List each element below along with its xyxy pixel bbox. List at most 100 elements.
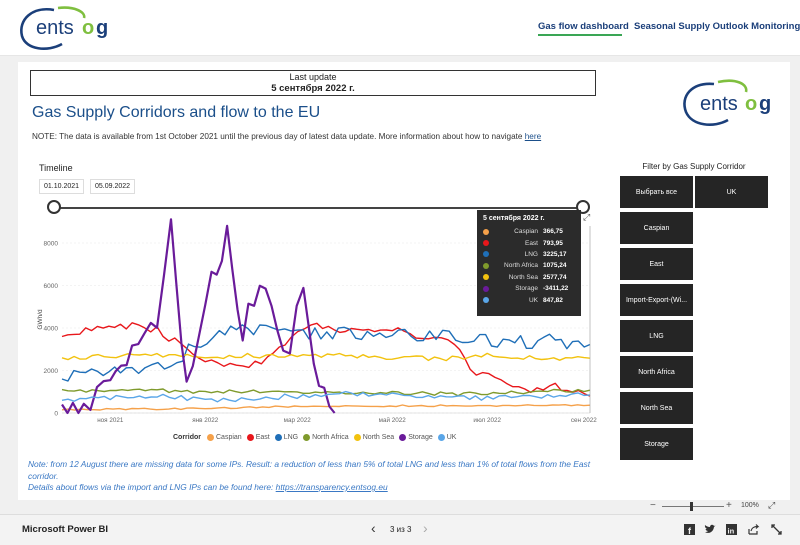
chart-tooltip: 5 сентября 2022 г. Caspian 366,75 East 793,…	[477, 210, 581, 316]
note-bottom-line2: Details about flows via the import and L…	[28, 482, 618, 494]
legend-title: Corridor	[173, 434, 201, 441]
page-indicator: 3 из 3	[390, 525, 412, 534]
timeline-label: Timeline	[39, 163, 73, 173]
filter-button-east[interactable]: East	[620, 248, 693, 280]
entsog-logo: ents o g	[683, 79, 771, 126]
svg-text:g: g	[759, 93, 771, 115]
filter-button-uk[interactable]: UK	[695, 176, 768, 208]
zoom-level: 100%	[741, 502, 759, 509]
legend-item[interactable]: LNG	[274, 434, 299, 441]
legend-dot-icon	[207, 434, 214, 441]
series-line-caspian	[61, 404, 591, 411]
tooltip-series-name: Caspian	[514, 228, 538, 236]
legend-item[interactable]: East	[246, 434, 270, 441]
tooltip-dot-icon	[483, 251, 489, 258]
note-here-link[interactable]: here	[524, 132, 542, 141]
note-bottom-line2-text: Details about flows via the import and L…	[28, 482, 276, 492]
legend-item[interactable]: UK	[437, 434, 456, 441]
active-nav-indicator	[538, 34, 622, 36]
y-tick-label: 0	[54, 411, 58, 418]
tooltip-dot-icon	[483, 262, 489, 269]
expand-icon[interactable]: ⤢	[583, 212, 591, 222]
tooltip-series-value: 847,82	[543, 296, 563, 304]
svg-text:o: o	[745, 93, 757, 115]
tooltip-row: Caspian 366,75	[483, 226, 575, 237]
last-update-card: Last update 5 сентября 2022 г.	[30, 70, 596, 96]
legend-label: North Sea	[362, 434, 395, 441]
facebook-icon[interactable]: f	[683, 523, 695, 535]
x-tick-label: янв 2022	[192, 417, 218, 424]
tooltip-rows: Caspian 366,75 East 793,95 LNG 3225,17 North A…	[483, 226, 575, 306]
legend-dot-icon	[353, 434, 361, 441]
twitter-icon[interactable]	[704, 523, 716, 535]
tooltip-dot-icon	[483, 285, 489, 292]
legend-item[interactable]: Storage	[399, 434, 433, 441]
legend-item[interactable]: North Africa	[303, 434, 349, 441]
filter-button-lng[interactable]: LNG	[620, 320, 693, 352]
filter-button-north-sea[interactable]: North Sea	[620, 392, 693, 424]
filter-button-import-export-wi[interactable]: Import-Export-(Wi...	[620, 284, 693, 316]
nav-seasonal-supply-outlook[interactable]: Seasonal Supply Outlook Monitoring	[634, 21, 800, 32]
last-update-date: 5 сентября 2022 г.	[271, 83, 355, 94]
zoom-in-button[interactable]: +	[726, 500, 732, 511]
fullscreen-icon[interactable]	[770, 523, 782, 535]
timeline-slider-track[interactable]	[54, 207, 586, 209]
timeline-start-date[interactable]: 01.10.2021	[39, 179, 85, 194]
tooltip-row: LNG 3225,17	[483, 249, 575, 260]
tooltip-row: North Africa 1075,24	[483, 260, 575, 271]
legend-label: LNG	[283, 434, 299, 441]
svg-text:o: o	[82, 17, 94, 39]
tooltip-dot-icon	[483, 274, 489, 281]
entsog-logo: ents o g	[20, 6, 108, 50]
series-line-storage	[61, 218, 336, 415]
legend-dot-icon	[274, 434, 282, 441]
nav-gas-flow-dashboard[interactable]: Gas flow dashboard	[538, 21, 629, 32]
share-icon[interactable]	[748, 523, 760, 535]
next-page-button[interactable]: ›	[423, 520, 428, 536]
series-line-north-sea	[61, 352, 591, 362]
tooltip-series-name: LNG	[524, 250, 538, 258]
legend-label: North Africa	[312, 434, 349, 441]
tooltip-series-name: North Africa	[504, 262, 538, 270]
filter-button-выбрать-все[interactable]: Выбрать все	[620, 176, 693, 208]
y-tick-label: 4000	[44, 326, 59, 333]
y-axis-label: GWh/d	[37, 309, 44, 330]
legend-item[interactable]: North Sea	[353, 434, 395, 441]
zoom-slider-track[interactable]	[662, 506, 724, 507]
filter-title: Filter by Gas Supply Corridor	[642, 162, 746, 171]
timeline-end-date[interactable]: 05.09.2022	[90, 179, 136, 194]
zoom-out-button[interactable]: −	[650, 500, 656, 511]
tooltip-series-name: Storage	[515, 285, 538, 293]
tooltip-series-name: East	[524, 239, 538, 247]
fit-to-page-icon[interactable]: ⤢	[768, 500, 776, 510]
tooltip-dot-icon	[483, 240, 489, 247]
x-tick-label: ноя 2021	[97, 417, 124, 424]
bottom-bar: Microsoft Power BI ‹ 3 из 3 › f in	[0, 514, 800, 545]
previous-page-button[interactable]: ‹	[371, 520, 376, 536]
gas-flow-line-chart[interactable]: 0 2000 4000 6000 8000 GWh/d ноя 2021 янв 2022 ма…	[30, 212, 598, 432]
x-tick-label: май 2022	[379, 416, 407, 424]
legend-dot-icon	[399, 434, 407, 441]
filter-button-storage[interactable]: Storage	[620, 428, 693, 460]
linkedin-icon[interactable]: in	[725, 523, 737, 535]
series-line-lng	[61, 324, 591, 382]
tooltip-series-value: 366,75	[543, 228, 563, 236]
page-title: Gas Supply Corridors and flow to the EU	[32, 104, 321, 121]
filter-button-north-africa[interactable]: North Africa	[620, 356, 693, 388]
legend-item[interactable]: Caspian	[207, 434, 242, 441]
note-bottom-line1: Note: from 12 August there are missing d…	[28, 459, 591, 481]
svg-text:f: f	[688, 526, 692, 535]
transparency-link[interactable]: https://transparency.entsog.eu	[275, 482, 388, 492]
zoom-slider-knob[interactable]	[690, 502, 693, 511]
tooltip-dot-icon	[483, 297, 489, 304]
x-tick-label: мар 2022	[284, 417, 312, 424]
brand-label: Microsoft Power BI	[22, 524, 109, 535]
svg-text:in: in	[727, 526, 734, 535]
legend-dot-icon	[246, 434, 254, 441]
timeline-start-handle[interactable]	[47, 200, 61, 214]
legend-label: Caspian	[216, 434, 242, 441]
filter-button-caspian[interactable]: Caspian	[620, 212, 693, 244]
series-line-east	[61, 322, 591, 397]
tooltip-series-name: UK	[528, 296, 538, 304]
zoom-bar: − + 100% ⤢	[0, 500, 800, 514]
